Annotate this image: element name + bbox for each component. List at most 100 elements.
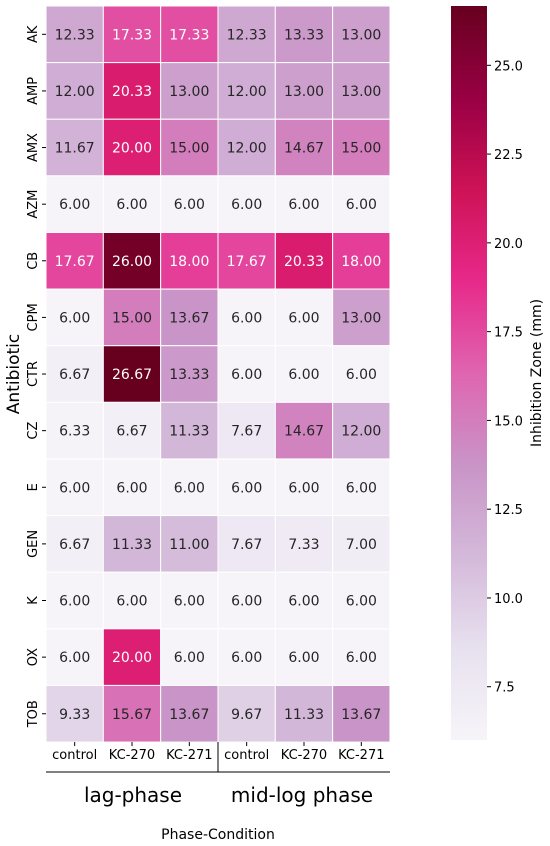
cell-value-label: 6.00 — [288, 197, 319, 213]
heatmap-cell-gen-0 — [45, 515, 104, 573]
row-label-azm: AZM — [26, 190, 41, 219]
heatmap-cell-amx-3 — [217, 118, 276, 177]
cell-value-label: 14.67 — [284, 424, 324, 440]
cell-value-label: 6.00 — [288, 650, 319, 666]
heatmap-cell-cpm-0 — [45, 288, 104, 347]
heatmap-cell-ak-1 — [102, 5, 162, 64]
cell-value-label: 13.67 — [169, 707, 209, 723]
cell-value-label: 7.33 — [288, 537, 319, 553]
cell-value-label: 6.00 — [174, 650, 205, 666]
group-labels: lag-phase mid-log phase — [46, 742, 390, 807]
heatmap-cell-azm-1 — [102, 175, 162, 233]
heatmap-cell-tob-5 — [332, 684, 391, 743]
heatmap-cell-azm-5 — [332, 175, 391, 233]
heatmap-cell-azm-0 — [45, 175, 104, 233]
cell-value-label: 12.33 — [227, 27, 267, 43]
cell-value-label: 13.67 — [341, 707, 381, 723]
cell-value-label: 7.67 — [231, 537, 262, 553]
heatmap-cell-ak-2 — [160, 5, 219, 64]
cell-value-label: 12.00 — [227, 141, 267, 157]
colorbar — [451, 6, 487, 740]
row-label-ctr: CTR — [26, 361, 41, 387]
cell-value-label: 6.00 — [346, 480, 377, 496]
cell-value-label: 6.67 — [59, 367, 90, 383]
heatmap-cell-amx-5 — [332, 118, 391, 177]
column-tick-labels: control KC-270 KC-271 control KC-270 KC-271 — [52, 742, 385, 763]
cell-value-label: 15.67 — [112, 707, 152, 723]
heatmap-cell-ak-0 — [45, 5, 104, 64]
colorbar-tick-label: 25.0 — [494, 59, 523, 74]
cell-value-label: 6.67 — [59, 537, 90, 553]
colorbar-tick-label: 20.0 — [494, 237, 523, 252]
heatmap-cell-gen-1 — [102, 515, 162, 573]
cell-value-label: 17.67 — [227, 254, 267, 270]
heatmap-cell-azm-4 — [274, 175, 334, 233]
cell-value-label: 6.00 — [116, 197, 147, 213]
cell-value-label: 6.00 — [59, 310, 90, 326]
cell-value-label: 26.67 — [112, 367, 152, 383]
column-label-kc-271-2: KC-271 — [166, 748, 212, 763]
heatmap-cell-cb-3 — [217, 231, 276, 290]
heatmap-cell-tob-1 — [102, 684, 162, 743]
row-label-k: K — [26, 596, 41, 605]
row-label-cb: CB — [26, 252, 41, 270]
colorbar-tick-label: 12.5 — [494, 503, 523, 518]
heatmap-cell-gen-4 — [274, 515, 334, 573]
column-label-kc-270-1: KC-270 — [109, 748, 155, 763]
row-label-tob: TOB — [26, 700, 41, 728]
cell-value-label: 13.00 — [341, 84, 381, 100]
group-label-mid-log-phase: mid-log phase — [231, 783, 373, 807]
cell-value-label: 11.33 — [112, 537, 152, 553]
y-axis-title: Antibiotic — [4, 334, 24, 414]
cell-value-label: 17.67 — [55, 254, 95, 270]
cell-value-label: 6.00 — [59, 650, 90, 666]
colorbar-label: Inhibition Zone (mm) — [529, 299, 545, 447]
cell-value-label: 6.00 — [59, 480, 90, 496]
colorbar-tick-label: 7.5 — [494, 681, 515, 696]
cell-value-label: 13.00 — [341, 310, 381, 326]
heatmap-cell-cz-5 — [332, 401, 391, 460]
cell-value-label: 11.67 — [55, 141, 95, 157]
colorbar-tick-label: 15.0 — [494, 414, 523, 429]
cell-value-label: 12.33 — [55, 27, 95, 43]
column-label-kc-271-5: KC-271 — [338, 748, 384, 763]
row-label-amx: AMX — [26, 133, 41, 162]
colorbar-tick-label: 10.0 — [494, 592, 523, 607]
cell-value-label: 6.00 — [59, 197, 90, 213]
row-label-e: E — [26, 483, 41, 491]
row-label-gen: GEN — [26, 530, 41, 558]
row-label-ak: AK — [26, 25, 41, 43]
cell-value-label: 6.00 — [288, 367, 319, 383]
cell-value-label: 6.33 — [59, 424, 90, 440]
cell-value-label: 11.00 — [169, 537, 209, 553]
cell-value-label: 20.00 — [112, 650, 152, 666]
heatmap-cell-ctr-5 — [332, 345, 391, 403]
heatmap-cell-ox-1 — [102, 628, 162, 686]
row-label-cz: CZ — [26, 422, 41, 440]
heatmap-cell-tob-0 — [45, 684, 104, 743]
heatmap-cell-cb-5 — [332, 231, 391, 290]
heatmap-cells: 12.33 17.33 17.33 12.33 13.33 13.00 12.00 20.33… — [45, 5, 391, 743]
group-label-lag-phase: lag-phase — [84, 783, 182, 807]
cell-value-label: 6.67 — [116, 424, 147, 440]
cell-value-label: 11.33 — [169, 424, 209, 440]
cell-value-label: 20.00 — [112, 141, 152, 157]
column-label-control-3: control — [224, 748, 269, 763]
heatmap-cell-e-2 — [160, 458, 219, 517]
cell-value-label: 12.00 — [55, 84, 95, 100]
cell-value-label: 15.00 — [169, 141, 209, 157]
cell-value-label: 18.00 — [341, 254, 381, 270]
cell-value-label: 18.00 — [169, 254, 209, 270]
cell-value-label: 6.00 — [59, 594, 90, 610]
heatmap-cell-cb-4 — [274, 231, 334, 290]
cell-value-label: 6.00 — [174, 480, 205, 496]
cell-value-label: 11.33 — [284, 707, 324, 723]
cell-value-label: 13.33 — [284, 27, 324, 43]
cell-value-label: 13.67 — [169, 310, 209, 326]
heatmap-cell-e-0 — [45, 458, 104, 517]
heatmap-cell-ox-5 — [332, 628, 391, 686]
heatmap-cell-ox-3 — [217, 628, 276, 686]
heatmap-cell-e-4 — [274, 458, 334, 517]
cell-value-label: 26.00 — [112, 254, 152, 270]
